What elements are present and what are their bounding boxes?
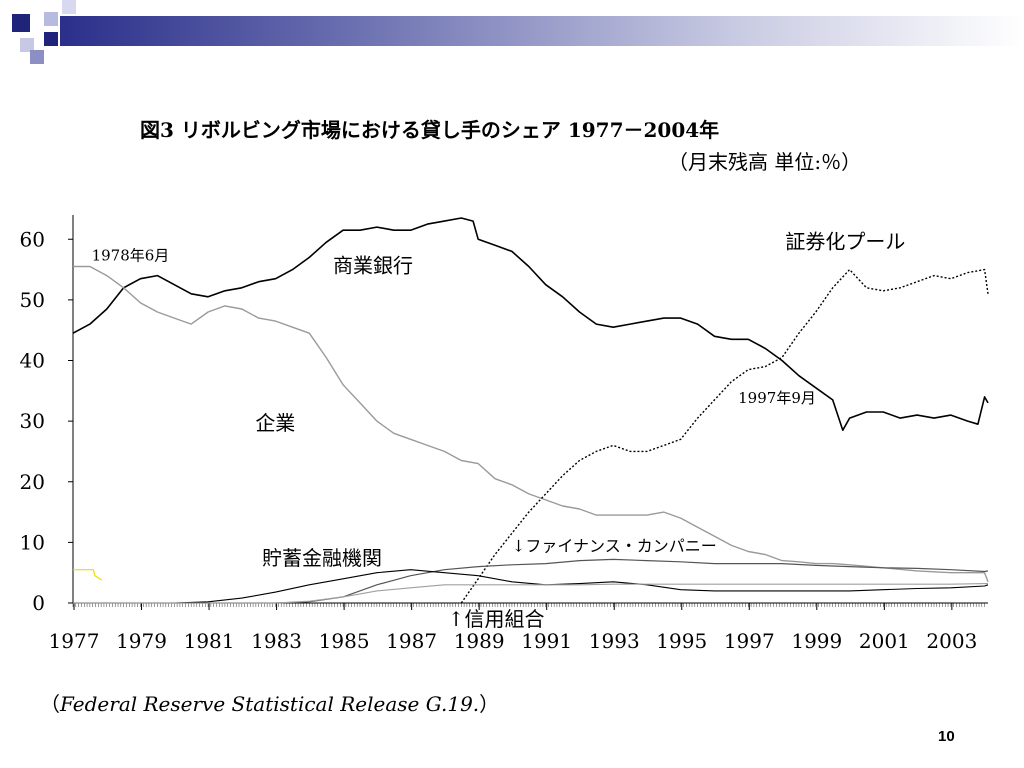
header-square-mid-1 (62, 0, 76, 14)
x-tick-label: 2001 (859, 629, 910, 653)
annotation-label: ↓ファイナンス・カンパニー (512, 536, 717, 555)
header-square-mid-2 (30, 50, 44, 64)
annotation-label: 貯蓄金融機関 (262, 546, 382, 570)
header-gradient-bar (60, 16, 1024, 46)
header-square-dark-2 (44, 32, 58, 46)
x-tick-label: 1985 (319, 629, 370, 653)
x-tick-label: 1993 (589, 629, 640, 653)
chart-axes: 0 10 20 30 40 50 60 1977 1979 1981 1983 1985 1987 198… (20, 215, 988, 653)
header-square-light-2 (20, 38, 34, 52)
series-line-4 (73, 558, 989, 604)
x-tick-label: 1989 (454, 629, 505, 653)
chart-subtitle: （月末残高 単位:％） (668, 150, 862, 174)
x-tick-label: 1977 (49, 629, 100, 653)
x-tick-label: 1979 (116, 629, 167, 653)
source-citation: Federal Reserve Statistical Release G.19… (60, 692, 480, 716)
y-tick-label: 10 (20, 530, 45, 554)
annotation-label: 1978年6月 (92, 246, 170, 264)
series-line-2 (73, 265, 989, 583)
series-line-5 (73, 569, 989, 604)
page-number: 10 (938, 728, 955, 745)
source-close-paren: ） (479, 692, 500, 716)
header-square-dark-1 (12, 14, 30, 32)
series-line-6 (73, 583, 988, 604)
source-note: （Federal Reserve Statistical Release G.1… (40, 688, 499, 717)
x-tick-label: 2003 (926, 629, 977, 653)
source-open-paren: （ (40, 692, 60, 716)
x-tick-label: 1995 (656, 629, 707, 653)
chart-series (72, 217, 989, 604)
y-tick-label: 40 (20, 349, 45, 373)
y-tick-label: 60 (20, 227, 45, 251)
y-tick-label: 30 (20, 409, 45, 433)
annotation-label: 証券化プール (785, 229, 905, 253)
x-tick-label: 1987 (386, 629, 437, 653)
annotation-label: 商業銀行 (333, 254, 413, 278)
annotation-label: 1997年9月 (738, 389, 816, 407)
y-tick-label: 20 (20, 470, 45, 494)
series-line-1 (72, 217, 989, 432)
chart-title: 図3 リボルビング市場における貸し手のシェア 1977－2004年 (140, 118, 720, 142)
x-tick-label: 1983 (251, 629, 302, 653)
series-line-7 (73, 569, 103, 581)
x-tick-label: 1981 (184, 629, 235, 653)
annotation-label: 企業 (255, 411, 295, 435)
header-square-light-1 (44, 12, 58, 26)
x-tick-label: 1997 (724, 629, 775, 653)
x-tick-label: 1999 (791, 629, 842, 653)
annotation-label: ↑信用組合 (448, 607, 545, 631)
y-tick-label: 50 (20, 288, 45, 312)
y-tick-label: 0 (32, 591, 45, 615)
series-line-3 (460, 268, 989, 604)
x-tick-label: 1991 (521, 629, 572, 653)
